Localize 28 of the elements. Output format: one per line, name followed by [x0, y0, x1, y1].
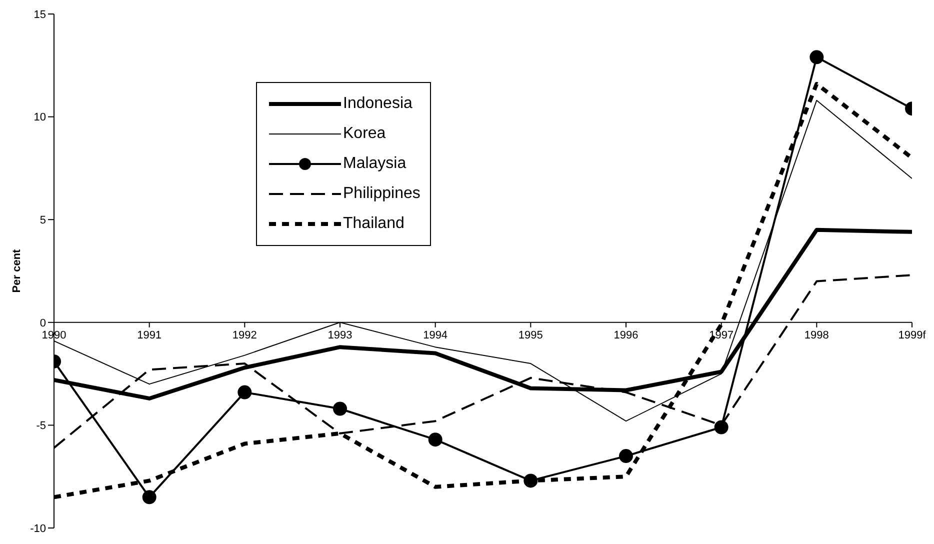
x-tick-label: 1999f — [898, 329, 927, 342]
legend-label: Indonesia — [343, 95, 412, 113]
point — [142, 490, 156, 504]
y-axis-title: Per cent — [10, 248, 23, 293]
legend-label: Thailand — [343, 215, 404, 233]
x-tick-label: 1991 — [137, 329, 162, 342]
x-tick-label: 1996 — [614, 329, 638, 342]
x-tick-label: 1998 — [804, 329, 829, 342]
y-tick-label: 5 — [40, 214, 46, 227]
point — [238, 385, 252, 400]
y-tick-label: 10 — [34, 112, 46, 124]
y-tick-label: -5 — [36, 420, 46, 432]
y-tick-label: 0 — [40, 317, 46, 330]
point — [333, 402, 347, 416]
x-tick-label: 1992 — [232, 329, 257, 342]
x-tick-label: 1995 — [518, 329, 543, 342]
x-tick-label: 1994 — [423, 329, 448, 342]
legend-label: Malaysia — [343, 155, 406, 173]
point — [524, 474, 538, 488]
legend-label: Korea — [343, 125, 386, 143]
point — [428, 432, 442, 447]
point — [810, 50, 824, 64]
point — [714, 420, 728, 434]
legend-label: Philippines — [343, 185, 420, 203]
x-tick-label: 1993 — [328, 329, 352, 342]
point — [619, 449, 633, 464]
y-tick-label: -10 — [30, 522, 46, 535]
y-tick-label: 15 — [34, 8, 46, 21]
